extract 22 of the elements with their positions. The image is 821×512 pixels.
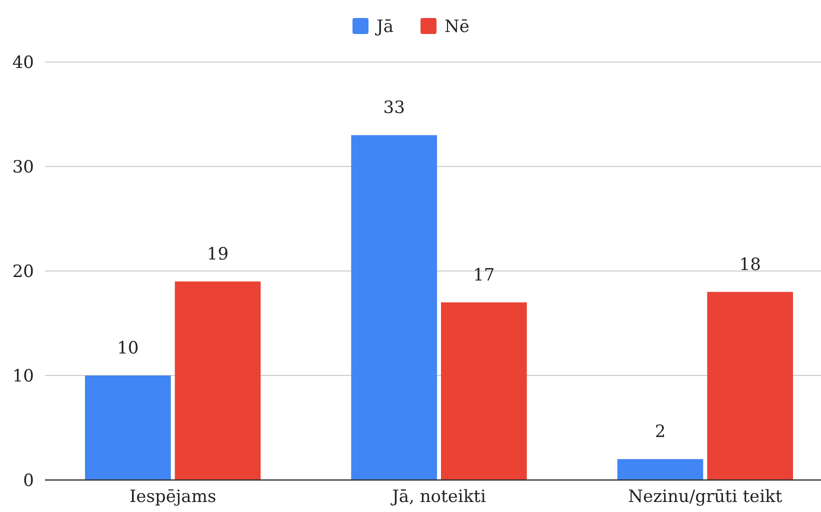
- y-tick-label: 20: [12, 262, 34, 282]
- data-label: 2: [654, 422, 666, 442]
- y-tick-label: 40: [12, 53, 34, 73]
- y-tick-label: 10: [12, 366, 34, 386]
- data-label: 18: [739, 254, 761, 275]
- bar: [85, 376, 171, 480]
- x-tick-label: Nezinu/grūti teikt: [628, 487, 782, 507]
- bar: [351, 135, 437, 480]
- bar: [441, 302, 527, 480]
- y-tick-label: 0: [23, 471, 34, 491]
- legend-label: Nē: [444, 17, 470, 37]
- x-tick-label: Iespējams: [129, 487, 216, 507]
- bar: [174, 281, 261, 480]
- bar: [707, 292, 793, 480]
- bar: [617, 459, 704, 480]
- data-label: 10: [117, 338, 139, 358]
- data-label: 17: [473, 265, 495, 286]
- y-tick-label: 30: [12, 158, 34, 178]
- legend-label: Jā: [374, 17, 394, 37]
- data-label: 33: [383, 98, 405, 118]
- x-tick-label: Jā, noteikti: [390, 487, 486, 507]
- data-label: 19: [206, 244, 229, 264]
